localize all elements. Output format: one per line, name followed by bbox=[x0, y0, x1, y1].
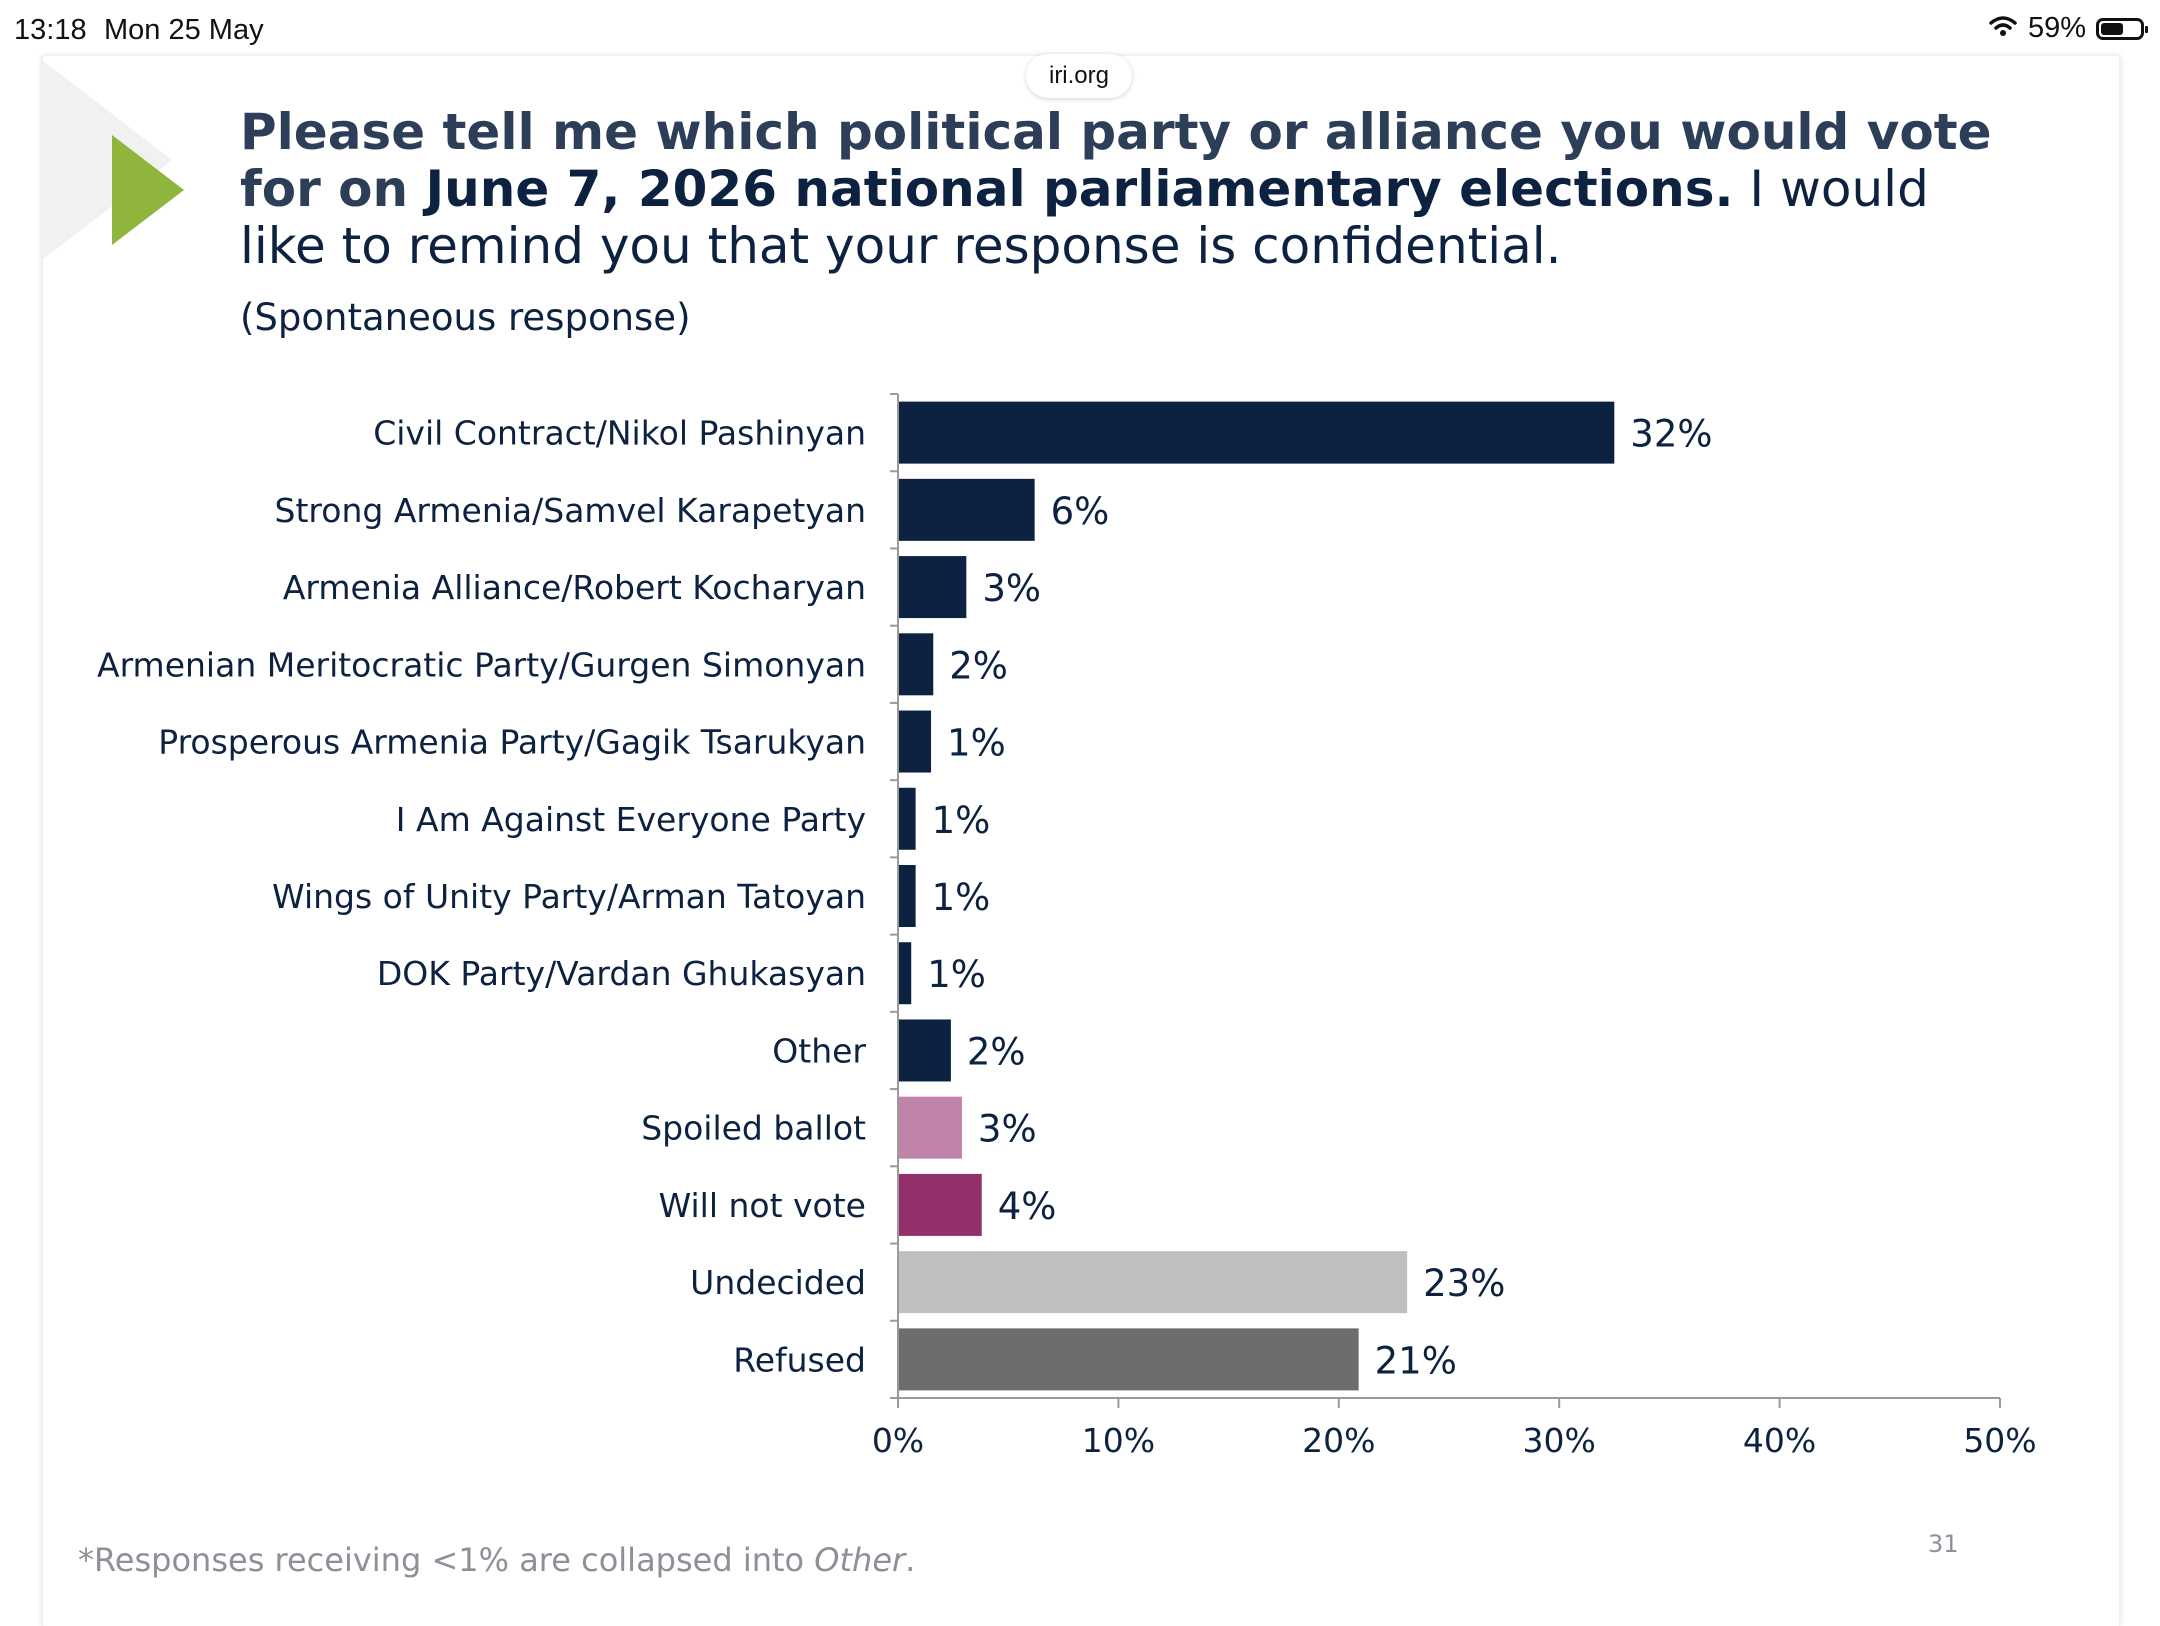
slide-subtitle: (Spontaneous response) bbox=[240, 296, 691, 339]
category-label: Will not vote bbox=[659, 1186, 866, 1225]
x-tick-label: 0% bbox=[872, 1421, 924, 1460]
bar bbox=[899, 1096, 962, 1159]
green-arrow-icon bbox=[112, 135, 184, 245]
data-label: 1% bbox=[947, 722, 1006, 765]
bar bbox=[899, 478, 1035, 541]
footnote-suffix: . bbox=[905, 1541, 916, 1579]
title-part-2: June 7, 2026 national parliamentary elec… bbox=[425, 160, 1734, 218]
x-tick-label: 10% bbox=[1082, 1421, 1155, 1460]
category-label: Armenia Alliance/Robert Kocharyan bbox=[283, 568, 866, 607]
data-label: 32% bbox=[1630, 413, 1712, 456]
category-label: Civil Contract/Nikol Pashinyan bbox=[373, 414, 866, 453]
slide-title: Please tell me which political party or … bbox=[240, 104, 2000, 275]
status-date: Mon 25 May bbox=[104, 14, 264, 46]
data-label: 23% bbox=[1423, 1262, 1505, 1305]
data-label: 1% bbox=[927, 953, 986, 996]
category-label: DOK Party/Vardan Ghukasyan bbox=[377, 954, 866, 993]
x-tick-label: 20% bbox=[1302, 1421, 1375, 1460]
bar bbox=[899, 942, 912, 1005]
x-tick-label: 30% bbox=[1523, 1421, 1596, 1460]
footnote-italic: Other bbox=[814, 1541, 906, 1579]
title-part-1: Please tell me which political party or … bbox=[240, 103, 1992, 218]
category-label: Prosperous Armenia Party/Gagik Tsarukyan bbox=[158, 723, 866, 762]
data-label: 4% bbox=[998, 1185, 1057, 1228]
url-bar[interactable]: iri.org bbox=[1026, 54, 1132, 98]
bar bbox=[899, 1019, 951, 1082]
page-number: 31 bbox=[1928, 1530, 1959, 1558]
category-label: Armenian Meritocratic Party/Gurgen Simon… bbox=[97, 645, 866, 684]
category-label: Undecided bbox=[690, 1263, 866, 1302]
category-label: Refused bbox=[733, 1340, 866, 1379]
triangle-logo-icon bbox=[42, 60, 184, 260]
battery-percent: 59% bbox=[2027, 12, 2086, 44]
wifi-icon bbox=[1988, 12, 2018, 45]
bar bbox=[899, 1251, 1408, 1314]
bar bbox=[899, 1173, 982, 1236]
bar bbox=[899, 401, 1615, 464]
status-time: 13:18 bbox=[14, 14, 87, 46]
data-label: 2% bbox=[949, 644, 1008, 687]
bar bbox=[899, 865, 916, 927]
title-part-3: I would like to remind you that your res… bbox=[240, 160, 1929, 275]
x-tick-label: 40% bbox=[1743, 1421, 1816, 1460]
x-tick-label: 50% bbox=[1963, 1421, 2036, 1460]
category-label: Other bbox=[772, 1031, 866, 1070]
category-label: Spoiled ballot bbox=[641, 1109, 866, 1148]
bar bbox=[899, 710, 932, 773]
category-label: I Am Against Everyone Party bbox=[396, 800, 866, 839]
data-label: 1% bbox=[932, 876, 991, 919]
category-label: Wings of Unity Party/Arman Tatoyan bbox=[272, 877, 866, 916]
status-bar: 13:18 Mon 25 May 59% bbox=[0, 0, 2160, 60]
bar bbox=[899, 556, 967, 619]
data-label: 3% bbox=[982, 567, 1041, 610]
data-label: 2% bbox=[967, 1030, 1026, 1073]
battery-icon bbox=[2096, 17, 2148, 40]
bar bbox=[899, 787, 916, 850]
data-label: 21% bbox=[1375, 1339, 1457, 1382]
data-label: 1% bbox=[932, 799, 991, 842]
data-label: 3% bbox=[978, 1108, 1037, 1151]
bar bbox=[899, 633, 934, 696]
footnote: *Responses receiving <1% are collapsed i… bbox=[78, 1541, 915, 1579]
footnote-prefix: *Responses receiving <1% are collapsed i… bbox=[78, 1541, 815, 1579]
data-label: 6% bbox=[1051, 490, 1110, 533]
category-label: Strong Armenia/Samvel Karapetyan bbox=[275, 491, 866, 530]
status-right: 59% bbox=[1988, 12, 2148, 45]
bar bbox=[899, 1328, 1359, 1391]
